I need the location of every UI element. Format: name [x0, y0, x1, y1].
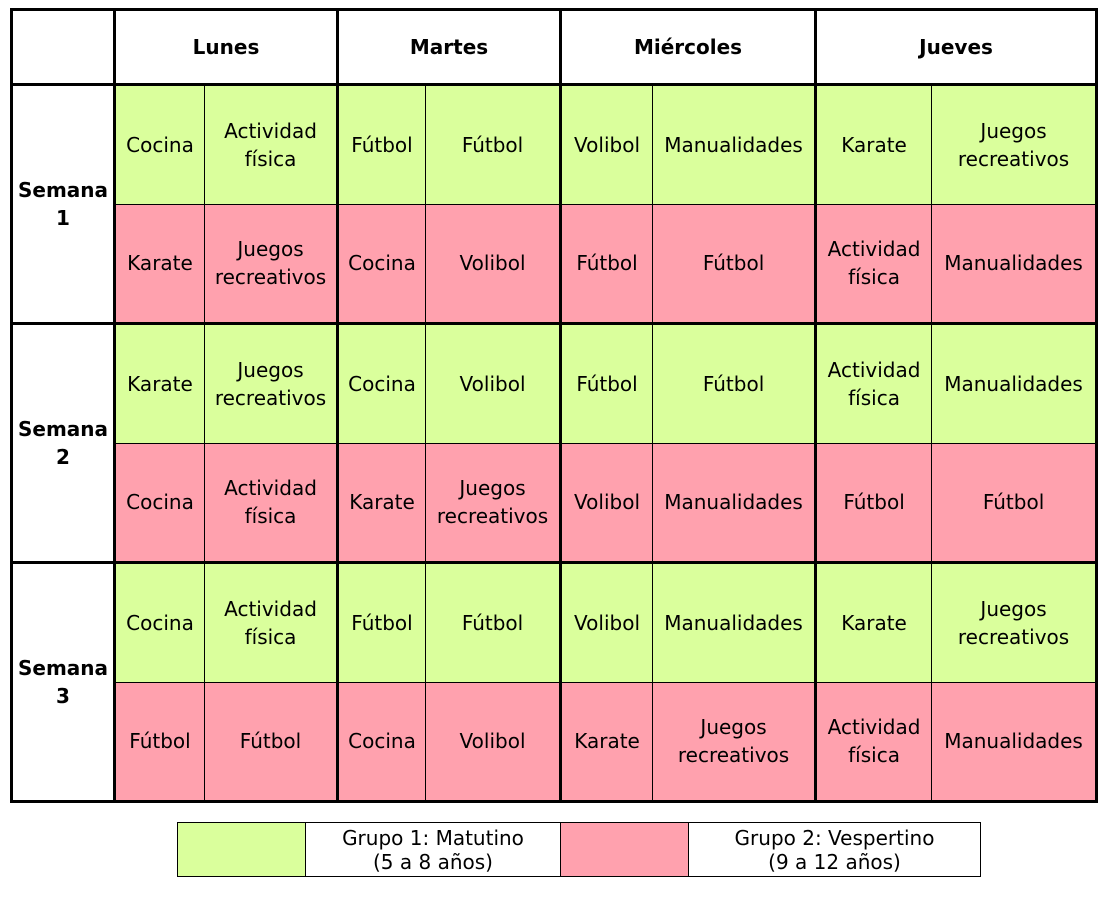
activity-cell-group2: Karate	[113, 203, 205, 325]
activity-cell-group2: Manualidades	[931, 203, 1099, 325]
activity-cell-group1: Manualidades	[931, 323, 1099, 444]
activity-cell-group1: Fútbol	[425, 84, 562, 205]
activity-cell-group1: Fútbol	[425, 562, 562, 683]
activity-cell-group2: Fútbol	[559, 203, 654, 325]
activity-cell-group2: Cocina	[336, 203, 427, 325]
corner-cell	[10, 8, 116, 86]
activity-cell-group1: Actividad física	[203, 562, 339, 683]
activity-cell-group2: Manualidades	[652, 442, 817, 564]
legend: Grupo 1: Matutino (5 a 8 años) Grupo 2: …	[177, 822, 981, 877]
day-header-miercoles: Miércoles	[559, 8, 817, 86]
activity-cell-group1: Manualidades	[652, 84, 817, 205]
activity-cell-group2: Fútbol	[931, 442, 1099, 564]
activity-cell-group2: Karate	[559, 681, 654, 803]
week-label: Semana 3	[10, 562, 115, 803]
legend-swatch-group1	[177, 822, 306, 877]
activity-cell-group2: Volibol	[425, 681, 562, 803]
activity-cell-group1: Cocina	[113, 84, 205, 205]
activity-cell-group1: Juegos recreativos	[931, 562, 1099, 683]
legend-swatch-group2	[560, 822, 689, 877]
activity-cell-group2: Karate	[336, 442, 427, 564]
activity-cell-group2: Cocina	[113, 442, 205, 564]
activity-cell-group2: Actividad física	[203, 442, 339, 564]
activity-cell-group1: Juegos recreativos	[203, 323, 339, 444]
activity-cell-group2: Fútbol	[113, 681, 205, 803]
activity-cell-group1: Cocina	[113, 562, 205, 683]
activity-cell-group1: Fútbol	[336, 84, 427, 205]
legend-label-group2: Grupo 2: Vespertino (9 a 12 años)	[688, 822, 981, 877]
activity-cell-group2: Fútbol	[652, 203, 817, 325]
activity-cell-group2: Juegos recreativos	[203, 203, 339, 325]
activity-cell-group2: Juegos recreativos	[425, 442, 562, 564]
activity-cell-group1: Cocina	[336, 323, 427, 444]
activity-cell-group2: Juegos recreativos	[652, 681, 817, 803]
table-row: Semana 2 Karate Juegos recreativos Cocina Vo…	[10, 323, 1099, 564]
activity-cell-group1: Karate	[113, 323, 205, 444]
activity-cell-group2: Volibol	[559, 442, 654, 564]
table-row: Karate Juegos recreativos Cocina Volibol Fút…	[12, 203, 1099, 325]
activity-cell-group2: Actividad física	[814, 681, 933, 803]
activity-cell-group2: Volibol	[425, 203, 562, 325]
activity-cell-group2: Actividad física	[814, 203, 933, 325]
header-row: Lunes Martes Miércoles Jueves	[10, 8, 1099, 86]
table-row: Semana 3 Cocina Actividad física Fútbol Fútb…	[10, 562, 1099, 803]
activity-cell-group2: Fútbol	[203, 681, 339, 803]
activity-cell-group1: Volibol	[559, 562, 654, 683]
week-label: Semana 1	[10, 84, 115, 325]
activity-cell-group1: Fútbol	[336, 562, 427, 683]
week-label: Semana 2	[10, 323, 115, 564]
activity-cell-group2: Manualidades	[931, 681, 1099, 803]
activity-cell-group1: Actividad física	[814, 323, 933, 444]
activity-cell-group1: Volibol	[559, 84, 654, 205]
activity-cell-group1: Fútbol	[652, 323, 817, 444]
activity-cell-group2: Fútbol	[814, 442, 933, 564]
day-header-martes: Martes	[336, 8, 562, 86]
legend-label-group1: Grupo 1: Matutino (5 a 8 años)	[305, 822, 561, 877]
table-row: Cocina Actividad física Karate Juegos recre…	[12, 442, 1099, 564]
table-row: Semana 1 Cocina Actividad física Fútbol Fútb…	[10, 84, 1099, 325]
activity-cell-group1: Karate	[814, 84, 933, 205]
day-header-jueves: Jueves	[814, 8, 1099, 86]
activity-cell-group1: Actividad física	[203, 84, 339, 205]
day-header-lunes: Lunes	[112, 8, 339, 86]
activity-cell-group1: Juegos recreativos	[931, 84, 1099, 205]
schedule-body: Semana 1 Cocina Actividad física Fútbol Fútb…	[10, 84, 1099, 803]
table-row: Fútbol Fútbol Cocina Volibol Karate Juegos re…	[12, 681, 1099, 803]
activity-cell-group2: Cocina	[336, 681, 427, 803]
activity-cell-group1: Volibol	[425, 323, 562, 444]
activity-cell-group1: Manualidades	[652, 562, 817, 683]
activity-cell-group1: Karate	[814, 562, 933, 683]
activity-cell-group1: Fútbol	[559, 323, 654, 444]
activity-schedule-table: Lunes Martes Miércoles Jueves Semana 1 Co…	[10, 8, 1099, 803]
